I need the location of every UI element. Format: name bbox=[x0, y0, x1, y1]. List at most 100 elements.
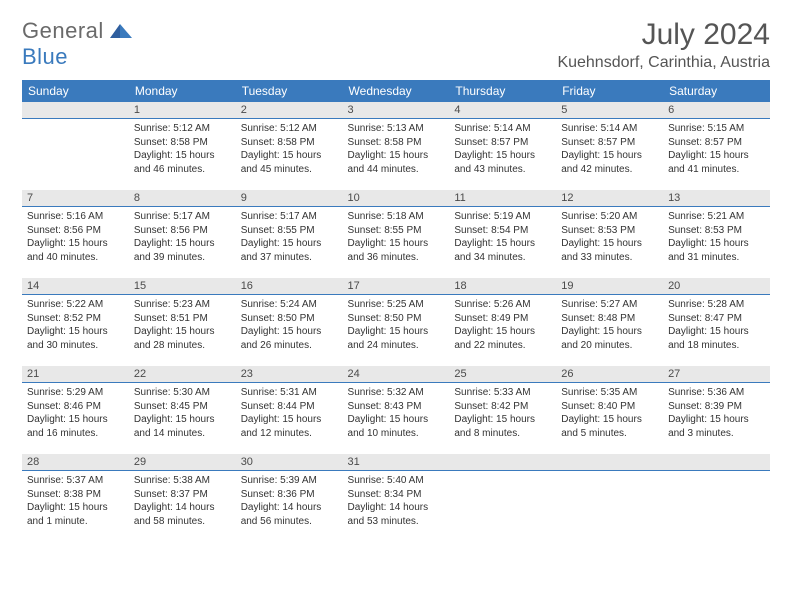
calendar-cell: 25Sunrise: 5:33 AMSunset: 8:42 PMDayligh… bbox=[449, 366, 556, 454]
day-body: Sunrise: 5:25 AMSunset: 8:50 PMDaylight:… bbox=[343, 295, 450, 356]
daylight-line: Daylight: 15 hours and 12 minutes. bbox=[241, 413, 338, 440]
weekday-header: Sunday bbox=[22, 80, 129, 102]
day-body: Sunrise: 5:35 AMSunset: 8:40 PMDaylight:… bbox=[556, 383, 663, 444]
day-number: 30 bbox=[236, 454, 343, 471]
calendar-cell: 31Sunrise: 5:40 AMSunset: 8:34 PMDayligh… bbox=[343, 454, 450, 534]
sunrise-line: Sunrise: 5:15 AM bbox=[668, 122, 765, 136]
day-number: 1 bbox=[129, 102, 236, 119]
daylight-line: Daylight: 15 hours and 28 minutes. bbox=[134, 325, 231, 352]
calendar-cell: 6Sunrise: 5:15 AMSunset: 8:57 PMDaylight… bbox=[663, 102, 770, 190]
day-body: Sunrise: 5:31 AMSunset: 8:44 PMDaylight:… bbox=[236, 383, 343, 444]
calendar-cell: 3Sunrise: 5:13 AMSunset: 8:58 PMDaylight… bbox=[343, 102, 450, 190]
day-body: Sunrise: 5:16 AMSunset: 8:56 PMDaylight:… bbox=[22, 207, 129, 268]
daylight-line: Daylight: 15 hours and 10 minutes. bbox=[348, 413, 445, 440]
day-number: 8 bbox=[129, 190, 236, 207]
daylight-line: Daylight: 15 hours and 16 minutes. bbox=[27, 413, 124, 440]
sunset-line: Sunset: 8:57 PM bbox=[668, 136, 765, 150]
calendar-cell: 22Sunrise: 5:30 AMSunset: 8:45 PMDayligh… bbox=[129, 366, 236, 454]
sunrise-line: Sunrise: 5:23 AM bbox=[134, 298, 231, 312]
day-body: Sunrise: 5:23 AMSunset: 8:51 PMDaylight:… bbox=[129, 295, 236, 356]
day-body: Sunrise: 5:24 AMSunset: 8:50 PMDaylight:… bbox=[236, 295, 343, 356]
calendar-cell: 20Sunrise: 5:28 AMSunset: 8:47 PMDayligh… bbox=[663, 278, 770, 366]
daylight-line: Daylight: 15 hours and 37 minutes. bbox=[241, 237, 338, 264]
day-number: 29 bbox=[129, 454, 236, 471]
day-number: 7 bbox=[22, 190, 129, 207]
sunrise-line: Sunrise: 5:17 AM bbox=[134, 210, 231, 224]
sunset-line: Sunset: 8:51 PM bbox=[134, 312, 231, 326]
day-body: Sunrise: 5:27 AMSunset: 8:48 PMDaylight:… bbox=[556, 295, 663, 356]
sunset-line: Sunset: 8:54 PM bbox=[454, 224, 551, 238]
sunrise-line: Sunrise: 5:19 AM bbox=[454, 210, 551, 224]
calendar-cell: 23Sunrise: 5:31 AMSunset: 8:44 PMDayligh… bbox=[236, 366, 343, 454]
day-body: Sunrise: 5:22 AMSunset: 8:52 PMDaylight:… bbox=[22, 295, 129, 356]
sunrise-line: Sunrise: 5:30 AM bbox=[134, 386, 231, 400]
day-body: Sunrise: 5:13 AMSunset: 8:58 PMDaylight:… bbox=[343, 119, 450, 180]
sunset-line: Sunset: 8:47 PM bbox=[668, 312, 765, 326]
sunrise-line: Sunrise: 5:18 AM bbox=[348, 210, 445, 224]
sunset-line: Sunset: 8:44 PM bbox=[241, 400, 338, 414]
day-body: Sunrise: 5:14 AMSunset: 8:57 PMDaylight:… bbox=[556, 119, 663, 180]
sunset-line: Sunset: 8:42 PM bbox=[454, 400, 551, 414]
daylight-line: Daylight: 15 hours and 20 minutes. bbox=[561, 325, 658, 352]
sunrise-line: Sunrise: 5:37 AM bbox=[27, 474, 124, 488]
weekday-header: Friday bbox=[556, 80, 663, 102]
daylight-line: Daylight: 15 hours and 26 minutes. bbox=[241, 325, 338, 352]
sunset-line: Sunset: 8:46 PM bbox=[27, 400, 124, 414]
sunrise-line: Sunrise: 5:13 AM bbox=[348, 122, 445, 136]
calendar-cell: 17Sunrise: 5:25 AMSunset: 8:50 PMDayligh… bbox=[343, 278, 450, 366]
calendar-cell: 8 Sunrise: 5:17 AMSunset: 8:56 PMDaylight… bbox=[129, 190, 236, 278]
daylight-line: Daylight: 14 hours and 58 minutes. bbox=[134, 501, 231, 528]
calendar-cell: 14Sunrise: 5:22 AMSunset: 8:52 PMDayligh… bbox=[22, 278, 129, 366]
day-body: Sunrise: 5:33 AMSunset: 8:42 PMDaylight:… bbox=[449, 383, 556, 444]
day-number: 28 bbox=[22, 454, 129, 471]
day-body: Sunrise: 5:38 AMSunset: 8:37 PMDaylight:… bbox=[129, 471, 236, 532]
daylight-line: Daylight: 15 hours and 39 minutes. bbox=[134, 237, 231, 264]
calendar-cell: 24Sunrise: 5:32 AMSunset: 8:43 PMDayligh… bbox=[343, 366, 450, 454]
sunset-line: Sunset: 8:55 PM bbox=[241, 224, 338, 238]
logo-mark-icon bbox=[110, 25, 132, 42]
daylight-line: Daylight: 15 hours and 43 minutes. bbox=[454, 149, 551, 176]
day-number bbox=[556, 454, 663, 471]
location: Kuehnsdorf, Carinthia, Austria bbox=[557, 54, 770, 72]
sunrise-line: Sunrise: 5:35 AM bbox=[561, 386, 658, 400]
day-number bbox=[22, 102, 129, 119]
sunrise-line: Sunrise: 5:33 AM bbox=[454, 386, 551, 400]
calendar-cell: 29Sunrise: 5:38 AMSunset: 8:37 PMDayligh… bbox=[129, 454, 236, 534]
daylight-line: Daylight: 15 hours and 42 minutes. bbox=[561, 149, 658, 176]
sunrise-line: Sunrise: 5:17 AM bbox=[241, 210, 338, 224]
sunset-line: Sunset: 8:56 PM bbox=[134, 224, 231, 238]
sunset-line: Sunset: 8:37 PM bbox=[134, 488, 231, 502]
day-number: 5 bbox=[556, 102, 663, 119]
header: General Blue July 2024 Kuehnsdorf, Carin… bbox=[22, 18, 770, 72]
calendar-cell: 1Sunrise: 5:12 AMSunset: 8:58 PMDaylight… bbox=[129, 102, 236, 190]
calendar-cell bbox=[22, 102, 129, 190]
calendar-cell: 30Sunrise: 5:39 AMSunset: 8:36 PMDayligh… bbox=[236, 454, 343, 534]
day-body: Sunrise: 5:18 AMSunset: 8:55 PMDaylight:… bbox=[343, 207, 450, 268]
sunrise-line: Sunrise: 5:14 AM bbox=[561, 122, 658, 136]
daylight-line: Daylight: 15 hours and 8 minutes. bbox=[454, 413, 551, 440]
calendar-row: 14Sunrise: 5:22 AMSunset: 8:52 PMDayligh… bbox=[22, 278, 770, 366]
sunrise-line: Sunrise: 5:20 AM bbox=[561, 210, 658, 224]
daylight-line: Daylight: 15 hours and 34 minutes. bbox=[454, 237, 551, 264]
day-number: 6 bbox=[663, 102, 770, 119]
day-number: 12 bbox=[556, 190, 663, 207]
sunset-line: Sunset: 8:43 PM bbox=[348, 400, 445, 414]
sunset-line: Sunset: 8:56 PM bbox=[27, 224, 124, 238]
sunset-line: Sunset: 8:53 PM bbox=[668, 224, 765, 238]
day-number: 23 bbox=[236, 366, 343, 383]
day-number: 2 bbox=[236, 102, 343, 119]
day-body: Sunrise: 5:12 AMSunset: 8:58 PMDaylight:… bbox=[236, 119, 343, 180]
sunrise-line: Sunrise: 5:40 AM bbox=[348, 474, 445, 488]
day-number: 14 bbox=[22, 278, 129, 295]
weekday-header: Thursday bbox=[449, 80, 556, 102]
sunset-line: Sunset: 8:52 PM bbox=[27, 312, 124, 326]
sunrise-line: Sunrise: 5:29 AM bbox=[27, 386, 124, 400]
calendar-body: 1Sunrise: 5:12 AMSunset: 8:58 PMDaylight… bbox=[22, 102, 770, 534]
day-number: 27 bbox=[663, 366, 770, 383]
sunrise-line: Sunrise: 5:12 AM bbox=[241, 122, 338, 136]
day-body: Sunrise: 5:29 AMSunset: 8:46 PMDaylight:… bbox=[22, 383, 129, 444]
day-number: 19 bbox=[556, 278, 663, 295]
calendar-cell bbox=[449, 454, 556, 534]
day-number: 20 bbox=[663, 278, 770, 295]
day-body: Sunrise: 5:12 AMSunset: 8:58 PMDaylight:… bbox=[129, 119, 236, 180]
